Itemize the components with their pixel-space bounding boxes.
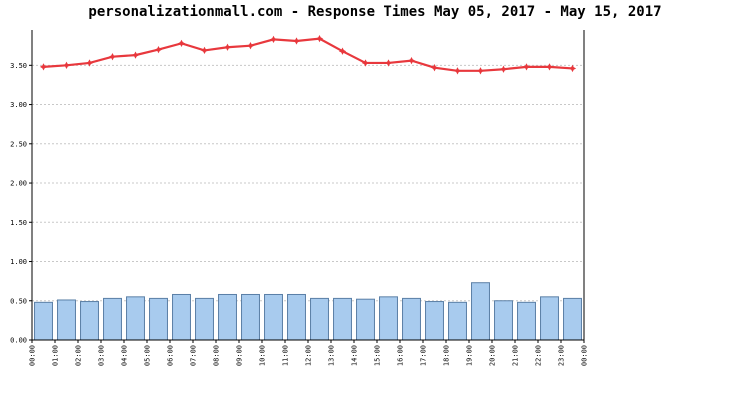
line-point <box>246 42 255 50</box>
x-axis-ticks: 00:00 01:00 02:00 03:00 04:00 05:00 06:00 07:00… <box>29 345 589 366</box>
gridlines <box>32 64 584 302</box>
bar <box>287 293 306 341</box>
x-tick-label: 06:00 <box>167 345 175 366</box>
x-tick-label: 15:00 <box>374 345 382 366</box>
line-point <box>177 39 186 47</box>
line-point <box>154 45 163 54</box>
bar <box>195 297 214 341</box>
axes <box>29 30 585 343</box>
line-point <box>407 56 416 65</box>
x-tick-label: 00:00 <box>581 345 589 366</box>
line-point <box>200 46 209 55</box>
y-axis-ticks: 0.00 0.50 1.00 1.50 2.00 2.50 3.00 3.50 <box>10 62 27 345</box>
x-tick-label: 18:00 <box>443 345 451 366</box>
bar <box>379 296 398 341</box>
x-tick-label: 11:00 <box>282 345 290 366</box>
x-tick-label: 20:00 <box>489 345 497 366</box>
bar-series <box>34 282 582 341</box>
x-tick-label: 10:00 <box>259 345 267 366</box>
line-point <box>522 63 531 71</box>
x-tick-label: 13:00 <box>328 345 336 366</box>
x-tick-label: 22:00 <box>535 345 543 366</box>
bar <box>448 301 467 341</box>
line-point <box>384 59 393 67</box>
line-point <box>269 35 278 44</box>
bar <box>264 293 283 341</box>
x-tick-label: 05:00 <box>144 345 152 366</box>
line-point <box>568 64 577 73</box>
bar <box>471 282 490 341</box>
bar <box>517 301 536 341</box>
chart-title: personalizationmall.com - Response Times… <box>88 4 662 20</box>
x-tick-label: 04:00 <box>121 345 129 366</box>
y-tick-label: 3.00 <box>10 101 27 109</box>
bar <box>57 299 76 341</box>
x-tick-label: 14:00 <box>351 345 359 366</box>
line-series <box>39 34 577 75</box>
line-point <box>545 63 554 71</box>
bar <box>494 300 513 341</box>
y-tick-label: 3.50 <box>10 62 27 70</box>
x-tick-label: 00:00 <box>29 345 37 366</box>
line-point <box>315 34 324 43</box>
bar <box>356 298 375 341</box>
line-point <box>223 43 232 51</box>
line-point <box>361 59 370 67</box>
line-point <box>131 51 140 59</box>
y-tick-label: 2.50 <box>10 140 27 148</box>
bar <box>310 297 329 341</box>
x-tick-label: 19:00 <box>466 345 474 366</box>
line-path <box>43 37 573 72</box>
x-tick-label: 07:00 <box>190 345 198 366</box>
y-tick-label: 1.00 <box>10 258 27 266</box>
line-point <box>453 67 462 75</box>
line-point <box>62 61 71 69</box>
line-point <box>499 65 508 73</box>
line-point <box>85 59 94 67</box>
y-tick-label: 2.00 <box>10 180 27 188</box>
bar <box>241 293 260 341</box>
x-tick-label: 17:00 <box>420 345 428 366</box>
line-point <box>292 37 301 45</box>
bar <box>425 301 444 341</box>
bar <box>126 296 145 341</box>
y-tick-label: 0.50 <box>10 297 27 305</box>
bar <box>34 301 53 341</box>
line-point <box>108 53 117 61</box>
x-tick-label: 02:00 <box>75 345 83 366</box>
x-tick-label: 03:00 <box>98 345 106 366</box>
y-tick-label: 1.50 <box>10 219 27 227</box>
bar <box>540 296 559 341</box>
y-tick-label: 0.00 <box>10 337 27 345</box>
line-point <box>476 67 485 75</box>
x-tick-label: 23:00 <box>558 345 566 366</box>
x-tick-label: 01:00 <box>52 345 60 366</box>
bar <box>402 297 421 341</box>
bar <box>333 297 352 341</box>
x-tick-label: 09:00 <box>236 345 244 366</box>
x-tick-label: 08:00 <box>213 345 221 366</box>
bar <box>80 301 99 341</box>
x-tick-label: 12:00 <box>305 345 313 366</box>
bar <box>103 297 122 341</box>
bar <box>563 297 582 341</box>
line-point <box>39 63 48 71</box>
bar <box>149 297 168 341</box>
line-point <box>430 64 439 72</box>
bar <box>218 293 237 341</box>
line-point <box>338 47 347 55</box>
x-tick-label: 16:00 <box>397 345 405 366</box>
bar <box>172 293 191 341</box>
x-tick-label: 21:00 <box>512 345 520 366</box>
